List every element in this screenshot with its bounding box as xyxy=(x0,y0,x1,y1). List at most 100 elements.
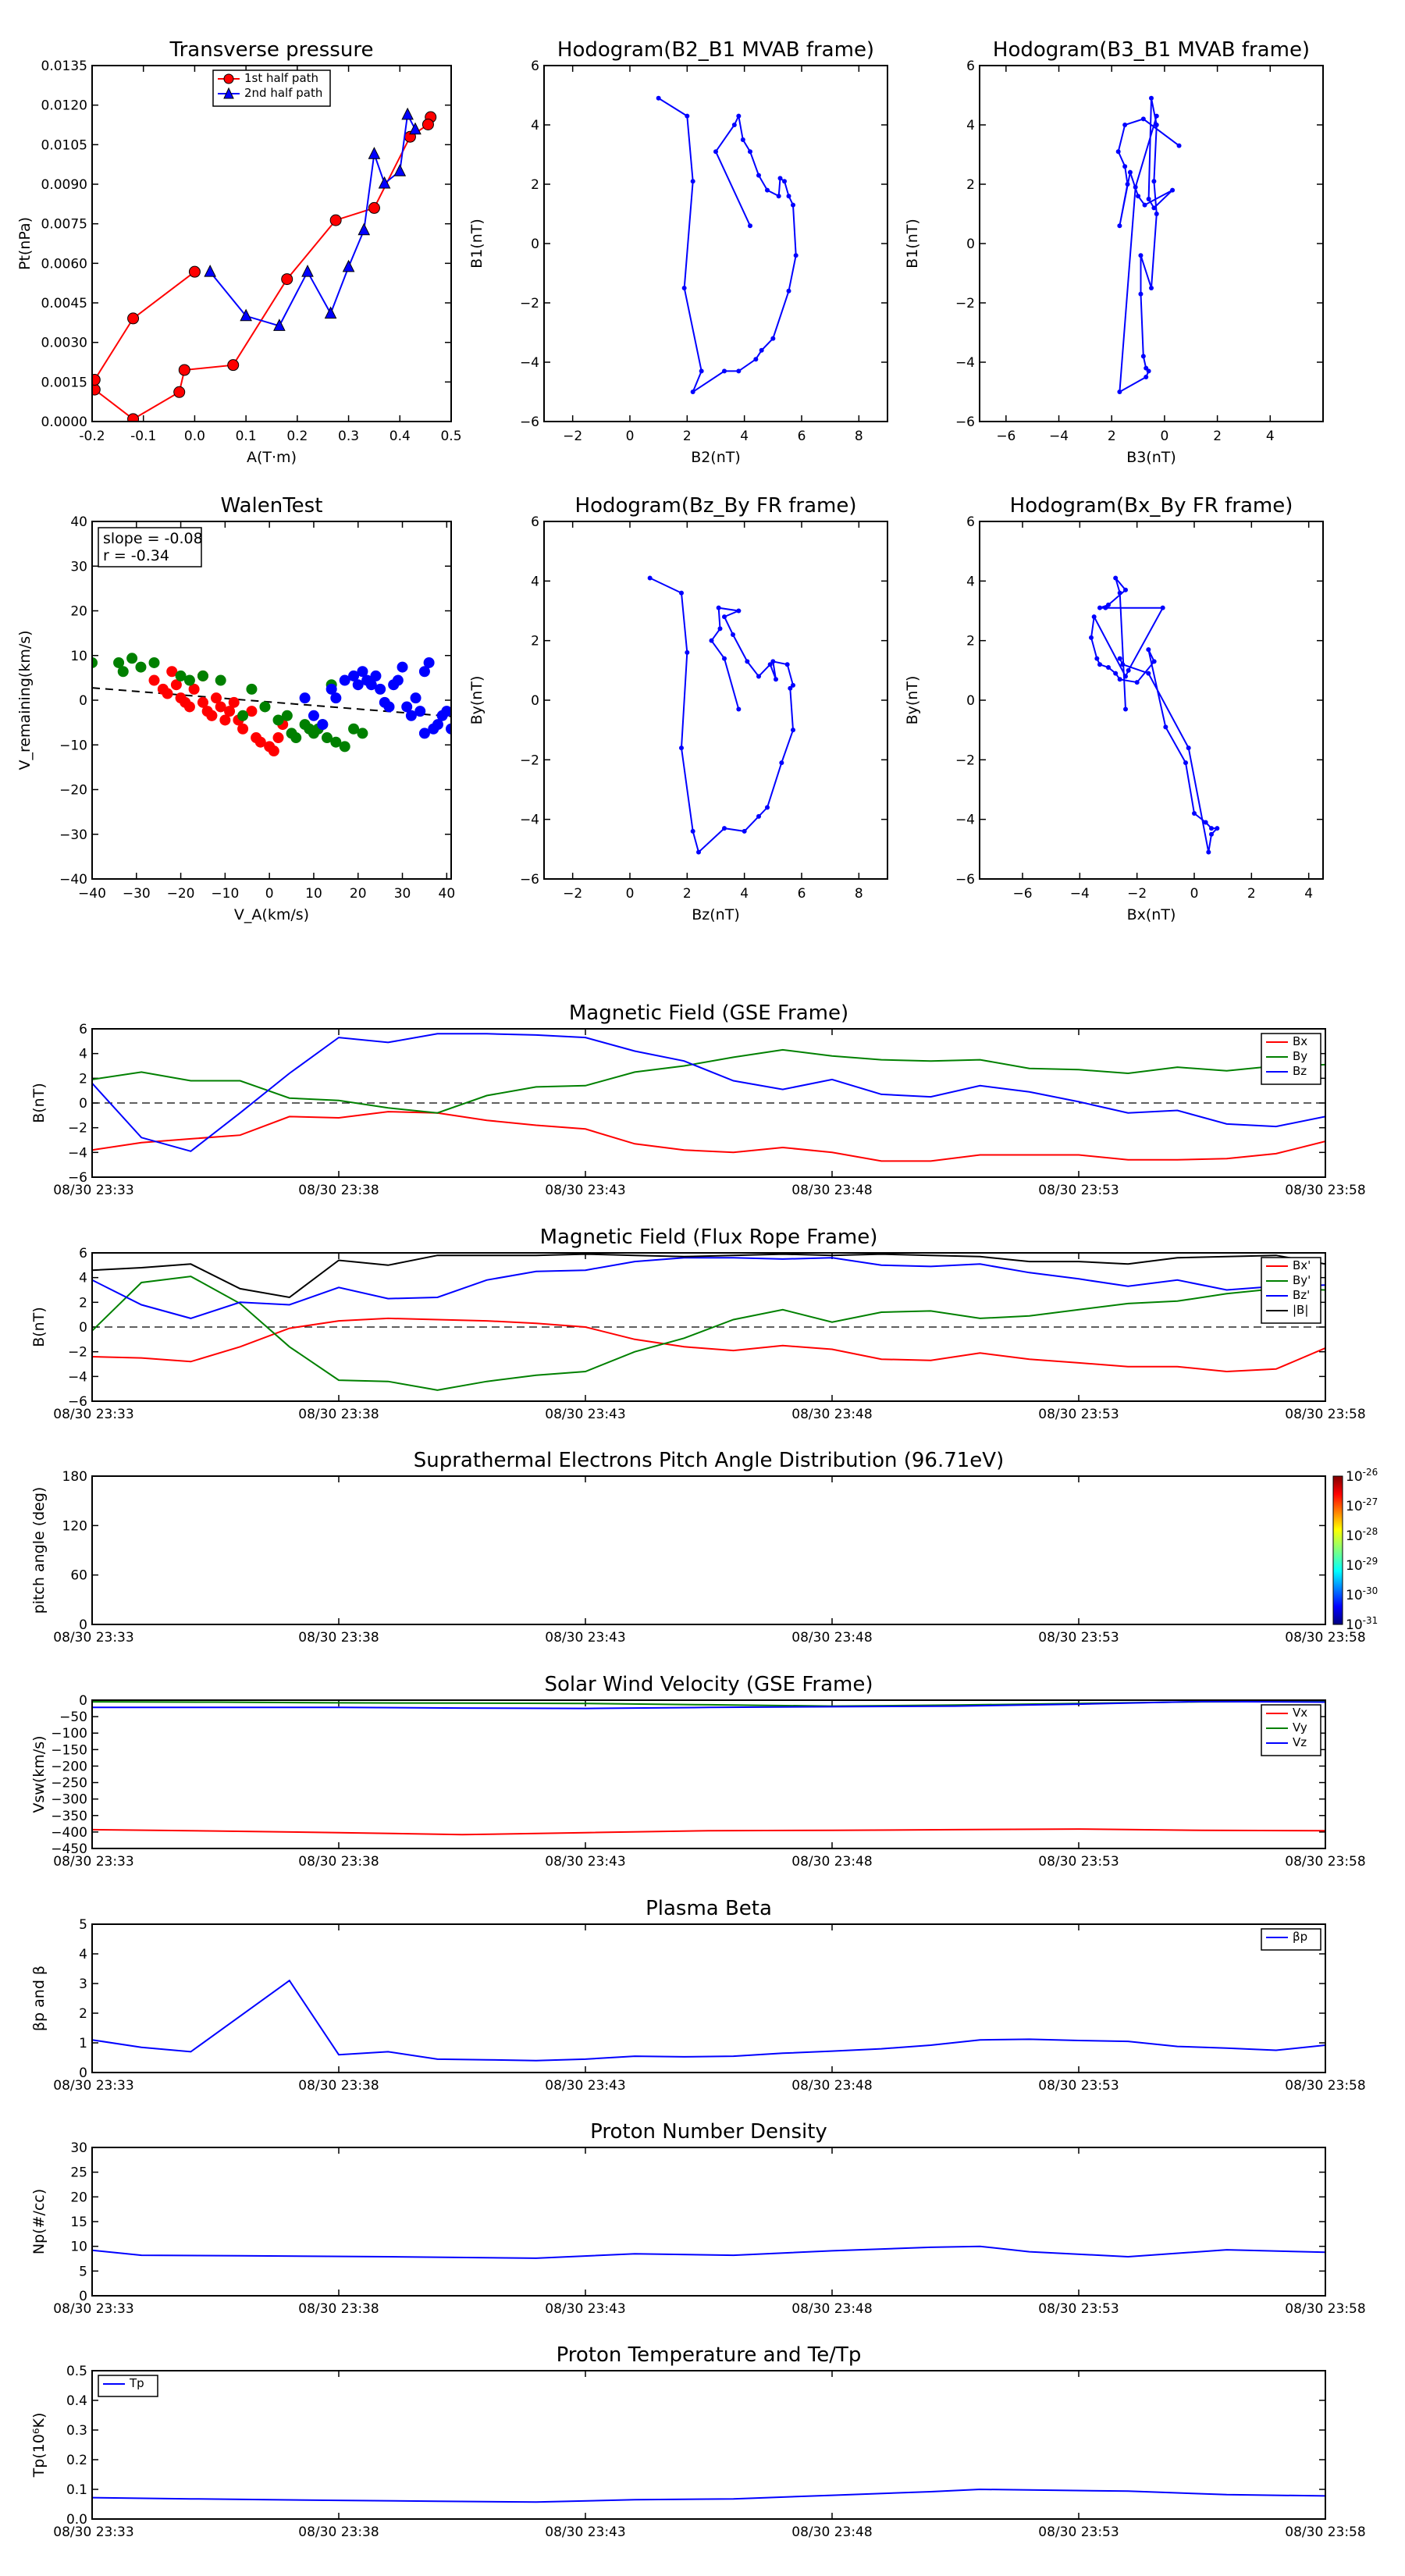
scatter-point xyxy=(206,710,218,721)
scatter-point xyxy=(259,701,271,713)
scatter-point xyxy=(197,696,208,708)
data-point xyxy=(1142,202,1147,208)
time-tick-label: 08/30 23:48 xyxy=(791,1630,872,1646)
data-point xyxy=(690,179,695,184)
chart-beta: Plasma Beta 0 1 2 3 4 5 08/30 23:33 08/30 23:38 0… xyxy=(30,1897,1366,2094)
axes-frame xyxy=(91,2147,1326,2297)
y-tick-label: 0.0120 xyxy=(41,98,87,114)
time-tick-label: 08/30 23:48 xyxy=(791,2524,872,2540)
data-point xyxy=(1120,662,1126,667)
chart-title: Solar Wind Velocity (GSE Frame) xyxy=(544,1673,873,1696)
data-point xyxy=(1186,745,1191,751)
data-point xyxy=(1126,667,1131,673)
y-axis-label: B(nT) xyxy=(30,1307,48,1347)
y-tick-label: −2 xyxy=(955,296,975,311)
scatter-point xyxy=(183,701,195,713)
scatter-point xyxy=(290,732,302,744)
legend: βp xyxy=(1261,1928,1321,1951)
time-tick-label: 08/30 23:33 xyxy=(53,1407,133,1422)
legend-label: Vx xyxy=(1293,1706,1307,1720)
annotation-text: r = -0.34 xyxy=(103,547,169,564)
time-tick-label: 08/30 23:48 xyxy=(791,1854,872,1870)
chart-title: Hodogram(Bx_By FR frame) xyxy=(1010,494,1293,518)
chart-title: Hodogram(Bz_By FR frame) xyxy=(575,494,857,518)
data-point xyxy=(1192,811,1197,817)
axes-frame xyxy=(91,1252,1326,1402)
y-tick-label: −30 xyxy=(59,827,87,843)
x-tick-label: 0 xyxy=(265,886,274,902)
scatter-point xyxy=(219,714,231,726)
plot-area xyxy=(92,107,437,422)
x-tick-label: −10 xyxy=(211,886,239,902)
chart-tp: Transverse pressure 0.0000 0.0015 0.0030 0.0… xyxy=(16,38,462,466)
legend-label: Bx' xyxy=(1293,1258,1311,1272)
time-tick-label: 08/30 23:58 xyxy=(1285,2524,1365,2540)
colorbar-tick-label: 10-28 xyxy=(1346,1526,1378,1544)
series-line xyxy=(209,112,416,327)
chart-title: Magnetic Field (GSE Frame) xyxy=(569,1002,848,1025)
data-point xyxy=(1151,205,1157,211)
y-tick-label: 3 xyxy=(79,1976,87,1992)
chart-h1: Hodogram(B2_B1 MVAB frame) −6 −4 −2 0 2 4 6 −2 0 2… xyxy=(468,38,888,466)
scatter-point xyxy=(135,661,147,673)
data-point xyxy=(770,336,776,341)
data-point xyxy=(765,805,770,810)
scatter-point xyxy=(175,670,187,681)
y-tick-label: 20 xyxy=(70,604,87,620)
scatter-point xyxy=(414,706,426,717)
y-tick-label: 4 xyxy=(531,574,539,589)
series-line xyxy=(92,1033,1325,1152)
x-tick-label: 0 xyxy=(1161,429,1169,444)
time-tick-label: 08/30 23:33 xyxy=(53,2524,133,2540)
y-tick-label: −250 xyxy=(51,1776,87,1791)
scatter-point xyxy=(113,656,125,668)
y-tick-label: 0.4 xyxy=(66,2393,87,2409)
y-tick-label: 0 xyxy=(966,237,975,252)
y-tick-label: 6 xyxy=(79,1022,87,1037)
time-tick-label: 08/30 23:38 xyxy=(298,1407,379,1422)
time-tick-label: 08/30 23:38 xyxy=(298,2301,379,2317)
data-point xyxy=(1140,354,1146,359)
x-axis-label: B3(nT) xyxy=(1126,449,1176,466)
y-axis-label: By(nT) xyxy=(468,676,486,725)
plot-area xyxy=(92,1700,1325,1836)
chart-title: WalenTest xyxy=(221,494,323,518)
data-point xyxy=(204,265,216,277)
y-tick-label: −4 xyxy=(68,1145,87,1161)
x-axis-label: Bx(nT) xyxy=(1127,906,1176,923)
y-tick-label: −6 xyxy=(520,415,539,430)
chart-title: Proton Number Density xyxy=(590,2120,827,2144)
y-tick-label: 1 xyxy=(79,2036,87,2051)
time-tick-label: 08/30 23:48 xyxy=(791,1407,872,1422)
y-tick-label: 10 xyxy=(70,2240,87,2255)
data-point xyxy=(1163,724,1168,730)
scatter-point xyxy=(126,653,138,664)
scatter-point xyxy=(162,688,173,699)
data-point xyxy=(770,659,776,664)
scatter-point xyxy=(272,714,284,726)
x-tick-label: 0.2 xyxy=(286,429,308,444)
legend-label: Bz' xyxy=(1293,1288,1310,1302)
time-tick-label: 08/30 23:58 xyxy=(1285,2078,1365,2094)
colorbar-tick-label: 10-27 xyxy=(1346,1496,1378,1514)
chart-mff: Magnetic Field (Flux Rope Frame) −6 −4 −2 0 2… xyxy=(30,1226,1366,1422)
y-tick-label: −200 xyxy=(51,1759,87,1774)
data-point xyxy=(1160,605,1165,610)
data-point xyxy=(791,728,795,733)
data-point xyxy=(1215,826,1220,831)
axes-frame xyxy=(91,1923,1326,2073)
x-tick-label: 0 xyxy=(1190,886,1199,902)
legend-label: Vy xyxy=(1293,1720,1307,1735)
series-line xyxy=(649,577,795,854)
y-tick-label: 4 xyxy=(79,1271,87,1286)
x-tick-label: 20 xyxy=(350,886,367,902)
data-point xyxy=(92,383,101,396)
data-point xyxy=(1117,223,1122,229)
data-point xyxy=(696,849,701,855)
time-tick-label: 08/30 23:43 xyxy=(545,1407,625,1422)
legend-label: Bx xyxy=(1293,1034,1307,1048)
legend-box xyxy=(1261,1928,1321,1951)
y-axis-label: B(nT) xyxy=(30,1083,48,1123)
